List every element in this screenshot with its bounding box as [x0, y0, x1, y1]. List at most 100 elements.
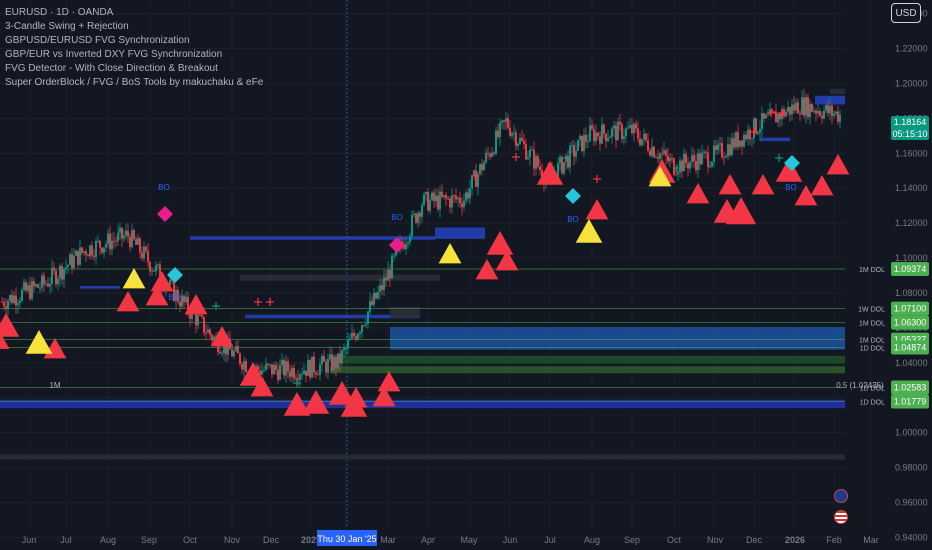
fvg-zone: [830, 88, 845, 95]
candle-body: [327, 359, 329, 373]
candle-body: [675, 174, 677, 176]
candle-body: [31, 281, 33, 299]
candle-body: [715, 145, 717, 150]
candle-body: [95, 240, 97, 257]
candle-body: [429, 199, 431, 211]
crosshair-date-box: [317, 530, 377, 546]
candle-body: [611, 128, 613, 137]
candle-body: [515, 132, 517, 146]
crosshair-date-label: Thu 30 Jan '25: [317, 534, 376, 544]
candle-body: [297, 378, 299, 380]
level-price-tag: [891, 394, 929, 409]
y-tick-label: 1.16000: [895, 148, 928, 158]
candle-body: [45, 283, 47, 285]
candle-body: [227, 338, 229, 355]
candle-body: [239, 353, 241, 365]
candle-body: [477, 173, 479, 187]
candle-body: [77, 250, 79, 265]
red-triangle: [0, 313, 20, 337]
candle-body: [761, 113, 763, 130]
level-label: 1W DOL: [858, 307, 885, 314]
candle-body: [629, 125, 631, 128]
x-tick-label: Apr: [421, 535, 435, 545]
candle-body: [109, 233, 111, 250]
red-triangle: [150, 271, 174, 292]
red-triangle: [718, 174, 742, 195]
candle-body: [717, 144, 719, 150]
candle-body: [517, 143, 519, 146]
candle-body: [407, 242, 409, 244]
red-triangle: [145, 285, 169, 306]
candle-body: [133, 230, 135, 240]
candle-body: [695, 160, 697, 171]
currency-button[interactable]: USD: [891, 3, 921, 23]
candle-body: [567, 155, 569, 168]
red-triangle: [116, 291, 140, 312]
candle-body: [495, 130, 497, 154]
candle-body: [771, 109, 773, 112]
candle-body: [123, 235, 125, 239]
candle-body: [563, 162, 565, 174]
us-flag-icon[interactable]: [834, 510, 848, 524]
candle-body: [181, 295, 183, 307]
candle-body: [741, 140, 743, 147]
level-price-tag: [891, 380, 929, 395]
candle-body: [699, 153, 701, 165]
candle-body: [311, 356, 313, 378]
candle-body: [605, 133, 607, 142]
candle-body: [259, 370, 261, 375]
candle-body: [233, 351, 235, 357]
y-tick-label: 1.12000: [895, 218, 928, 228]
candle-body: [621, 124, 623, 139]
red-triangle: [302, 390, 330, 414]
candle-body: [377, 291, 379, 299]
candle-body: [125, 230, 127, 236]
candle-body: [571, 145, 573, 147]
candle-body: [139, 238, 141, 253]
candle-body: [111, 240, 113, 250]
candle-body: [599, 136, 601, 144]
candle-body: [121, 227, 123, 239]
candle-body: [403, 245, 405, 249]
candle-body: [153, 270, 155, 272]
candle-body: [487, 152, 489, 154]
red-triangle: [344, 387, 368, 408]
candle-body: [269, 364, 271, 366]
candle-body: [59, 265, 61, 279]
candle-body: [829, 105, 831, 114]
candle-body: [51, 267, 53, 285]
candle-body: [503, 120, 505, 122]
candle-body: [663, 150, 665, 154]
candle-body: [637, 128, 639, 139]
candle-body: [415, 213, 417, 223]
candle-body: [645, 133, 647, 141]
candle-body: [777, 113, 779, 123]
candle-body: [413, 213, 415, 215]
x-tick-label: Jun: [22, 535, 37, 545]
candle-body: [365, 323, 367, 326]
candle-body: [579, 135, 581, 140]
candle-body: [39, 287, 41, 289]
level-label: 1D DOL: [860, 385, 885, 392]
candle-body: [819, 110, 821, 116]
candle-body: [353, 332, 355, 337]
level-label: 1D DOL: [860, 346, 885, 353]
candle-body: [707, 152, 709, 168]
candle-body: [367, 311, 369, 324]
candle-body: [467, 192, 469, 199]
candle-body: [687, 162, 689, 169]
candle-body: [135, 239, 137, 245]
candle-body: [333, 357, 335, 371]
candle-body: [331, 354, 333, 371]
red-triangle: [250, 376, 274, 397]
x-tick-label: Aug: [584, 535, 600, 545]
candle-body: [839, 114, 841, 122]
eu-flag-icon[interactable]: [834, 489, 848, 503]
level-price-tag: [891, 340, 929, 355]
y-tick-label: 1.10000: [895, 253, 928, 263]
candle-body: [519, 137, 521, 144]
candle-body: [41, 275, 43, 288]
candle-body: [373, 292, 375, 305]
candle-body: [541, 170, 543, 179]
